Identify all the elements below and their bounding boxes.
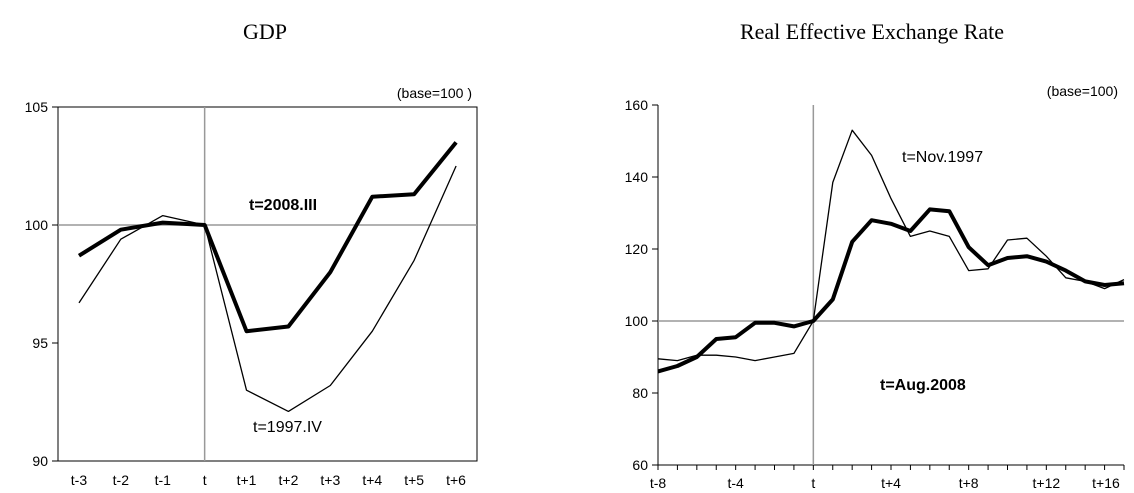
x-tick-label: t-3 [71, 472, 88, 488]
x-tick-label: t+4 [362, 472, 382, 488]
base-note: (base=100 ) [397, 85, 472, 101]
plot-frame [57, 106, 478, 462]
x-tick-label: t+4 [881, 475, 901, 491]
x-tick-label: t+16 [1092, 475, 1120, 491]
chart-gdp: GDP (base=100 ) 90 95 100 105 t-3 t-2 t-1 t t+1 t+2… [25, 19, 478, 488]
y-tick-label: 80 [632, 385, 648, 401]
x-tick-label: t+5 [404, 472, 424, 488]
y-tick-label: 100 [625, 313, 649, 329]
x-tick-label: t-4 [727, 475, 744, 491]
x-tick-label: t-1 [155, 472, 172, 488]
chart-title: Real Effective Exchange Rate [740, 19, 1004, 44]
series-annotation: t=Nov.1997 [902, 149, 983, 166]
y-tick-label: 100 [25, 217, 49, 233]
series-line-2 [78, 165, 457, 413]
y-tick-label: 60 [632, 457, 648, 473]
series-annotation: t=2008.III [249, 197, 317, 214]
x-tick-label: t+2 [279, 472, 299, 488]
x-tick-label: t [811, 475, 815, 491]
x-tick-label: t-2 [113, 472, 130, 488]
y-tick-label: 90 [32, 453, 48, 469]
y-tick-label: 120 [625, 241, 649, 257]
y-tick-label: 140 [625, 169, 649, 185]
x-tick-label: t [203, 472, 207, 488]
x-tick-label: t+12 [1033, 475, 1061, 491]
x-tick-label: t+8 [959, 475, 979, 491]
base-note: (base=100) [1047, 83, 1118, 99]
x-tick-label: t+3 [320, 472, 340, 488]
chart-title: GDP [243, 19, 287, 44]
y-tick-label: 160 [625, 97, 649, 113]
series-annotation: t=1997.IV [253, 419, 322, 436]
series-line-1 [657, 207, 1125, 374]
x-tick-label: t+6 [446, 472, 466, 488]
x-tick-label: t+1 [237, 472, 257, 488]
series-line-2 [657, 129, 1125, 362]
x-tick-label: t-8 [650, 475, 667, 491]
chart-reer: Real Effective Exchange Rate (base=100) 60… [625, 19, 1125, 491]
y-tick-label: 105 [25, 99, 49, 115]
y-tick-label: 95 [32, 335, 48, 351]
series-annotation: t=Aug.2008 [880, 377, 966, 394]
series-line-1 [77, 141, 458, 334]
